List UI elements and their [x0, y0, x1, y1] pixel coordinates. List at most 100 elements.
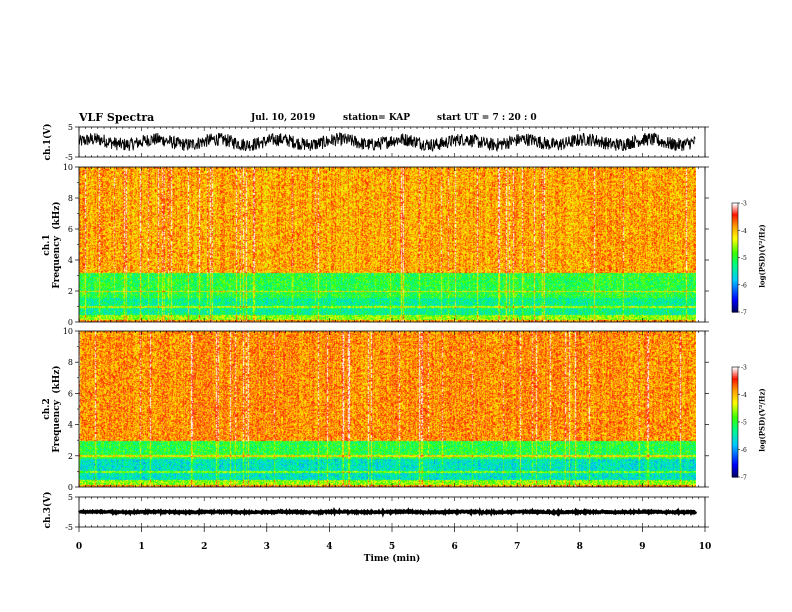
figure-title: VLF Spectra [79, 111, 155, 124]
ch2-spectrogram-colorbar-tick-label: -4 [741, 392, 747, 399]
ch1-spectrogram-colorbar-swatch [732, 253, 738, 257]
ch1-spectrogram-colorbar-swatch [732, 262, 738, 266]
ch1-spectrogram-colorbar-swatch [732, 266, 738, 269]
ch1-spectrogram-ytick-label: 8 [68, 194, 73, 203]
ch1-spectrogram-colorbar-swatch [732, 248, 738, 251]
x-axis-tick-label: 4 [326, 542, 332, 552]
ch1-spectrogram-colorbar-swatch [732, 286, 738, 289]
ch1-spectrogram-colorbar-tick-label: -6 [741, 282, 747, 289]
x-axis-tick-label: 0 [76, 542, 82, 552]
ch2-spectrogram-ytick-label: 0 [68, 483, 73, 492]
ch1-spectrogram-colorbar-swatch [732, 310, 738, 313]
ch1-spectrogram-colorbar-swatch [732, 273, 738, 277]
ch2-spectrogram-colorbar-swatch [732, 367, 738, 370]
ch1-spectrogram-colorbar-swatch [732, 208, 738, 211]
ch1-spectrogram-colorbar-swatch [732, 224, 738, 228]
ch2-spectrogram-colorbar-tick-label: -7 [741, 475, 747, 482]
x-axis-tick-label: 3 [264, 542, 270, 552]
ch2-spectrogram-colorbar-swatch [732, 409, 738, 412]
ch2-spectrogram-colorbar-swatch [732, 387, 738, 390]
ch2-spectrogram-colorbar-swatch [732, 422, 738, 425]
ch2-spectrogram-colorbar-swatch [732, 414, 738, 418]
ch2-spectrogram-colorbar-swatch [732, 403, 738, 407]
ch2-spectrogram-ytick-label: 8 [68, 358, 73, 367]
ch2-spectrogram-colorbar-swatch [732, 433, 738, 436]
ch1-spectrogram-colorbar-swatch [732, 257, 738, 260]
ch1-spectrogram-colorbar-swatch [732, 277, 738, 280]
ch1-spectrogram-colorbar-swatch [732, 301, 738, 304]
x-axis-tick-label: 10 [699, 542, 712, 552]
ch2-spectrogram-colorbar-swatch [732, 396, 738, 399]
ch2-spectrogram-colorbar-swatch [732, 405, 738, 408]
ch1-spectrogram-colorbar-swatch [732, 259, 738, 262]
ch2-spectrogram-ylabel: ch.2 Frequency (kHz) [42, 365, 62, 453]
ch1-spectrogram-colorbar-swatch [732, 217, 738, 220]
ch1-spectrogram-colorbar-swatch [732, 242, 738, 246]
ch1-spectrogram-colorbar-swatch [732, 279, 738, 282]
ch2-spectrogram-colorbar-swatch [732, 451, 738, 454]
ch1-spectrogram-colorbar-swatch [732, 304, 738, 308]
ch1-spectrogram-colorbar-swatch [732, 268, 738, 271]
x-axis-tick-label: 9 [639, 542, 645, 552]
ch1-spectrogram-colorbar-swatch [732, 230, 738, 233]
ch1-spectrogram-colorbar-swatch [732, 252, 738, 255]
ch1-spectrogram-colorbar-tick-label: -7 [741, 310, 747, 317]
ch1-spectrogram-ytick-label: 2 [68, 287, 73, 296]
x-axis-tick-label: 5 [389, 542, 395, 552]
ch2-spectrogram-colorbar-swatch [732, 436, 738, 440]
ch2-spectrogram-colorbar-swatch [732, 460, 738, 463]
ch2-spectrogram-colorbar-swatch [732, 398, 738, 401]
ch1-spectrogram-colorbar-swatch [732, 232, 738, 235]
ch2-spectrogram-colorbar-tick-label: -6 [741, 447, 747, 454]
ch2-spectrogram-colorbar-swatch [732, 438, 738, 441]
ch2-spectrogram-colorbar-swatch [732, 475, 738, 478]
ch1-spectrogram-heatmap [79, 167, 696, 322]
ch2-spectrogram-colorbar-swatch [732, 394, 738, 397]
ch2-spectrogram-colorbar-swatch [732, 429, 738, 432]
ch1-spectrogram-colorbar-tick-label: -4 [741, 228, 747, 235]
ch2-spectrogram-colorbar-swatch [732, 469, 738, 473]
ch1-spectrogram-colorbar-swatch [732, 308, 738, 311]
ch2-spectrogram-colorbar-swatch [732, 376, 738, 379]
ch2-spectrogram-colorbar-swatch [732, 368, 738, 372]
ch2-spectrogram-colorbar-swatch [732, 400, 738, 403]
ch1-spectrogram-colorbar-swatch [732, 226, 738, 230]
ch1-spectrogram-colorbar-swatch [732, 302, 738, 306]
ch2-colorbar-label: log(PSD)(V²/Hz) [757, 388, 767, 452]
x-axis-label: Time (min) [363, 554, 421, 564]
ch1-spectrogram-colorbar-swatch [732, 250, 738, 253]
ch2-spectrogram-colorbar-tick-label: -5 [741, 420, 747, 427]
station-label: station= KAP [343, 113, 411, 123]
ch2-spectrogram-colorbar-swatch [732, 379, 738, 383]
x-axis-tick-label: 6 [451, 542, 457, 552]
ch2-spectrogram-colorbar-swatch [732, 411, 738, 414]
ch1-spectrogram-colorbar-swatch [732, 213, 738, 217]
ch2-spectrogram-colorbar-swatch [732, 370, 738, 374]
ch1-spectrogram-colorbar-swatch [732, 255, 738, 259]
ch1-spectrogram-colorbar-swatch [732, 293, 738, 297]
ch1-spectrogram-colorbar-swatch [732, 204, 738, 208]
x-axis-tick-label: 7 [514, 542, 520, 552]
ch1-spectrogram-colorbar-swatch [732, 206, 738, 210]
ch1-spectrogram-colorbar-swatch [732, 246, 738, 250]
ch1-spectrogram-colorbar-swatch [732, 275, 738, 279]
ch1-spectrogram-colorbar-swatch [732, 235, 738, 239]
ch1-waveform-ytick-label: 5 [68, 123, 73, 132]
ch1-spectrogram-colorbar-swatch [732, 299, 738, 302]
date-label: Jul. 10, 2019 [251, 113, 316, 123]
ch1-spectrogram-colorbar-swatch [732, 233, 738, 237]
x-axis-tick-label: 8 [577, 542, 583, 552]
ch1-waveform-trace [78, 132, 696, 153]
ch3-waveform-ytick-label: 5 [68, 493, 73, 502]
ch2-spectrogram-colorbar-swatch [732, 392, 738, 396]
ch2-spectrogram-colorbar-swatch [732, 462, 738, 465]
ch2-spectrogram-colorbar-swatch [732, 389, 738, 392]
ch2-spectrogram-ytick-label: 4 [68, 421, 73, 430]
ch2-spectrogram-colorbar-swatch [732, 464, 738, 467]
ch2-spectrogram-colorbar-swatch [732, 458, 738, 462]
ch2-spectrogram-colorbar-swatch [732, 445, 738, 449]
ch1-spectrogram-ytick-label: 10 [63, 163, 73, 172]
ch1-spectrogram-colorbar-swatch [732, 212, 738, 215]
ch1-spectrogram-colorbar-swatch [732, 295, 738, 299]
